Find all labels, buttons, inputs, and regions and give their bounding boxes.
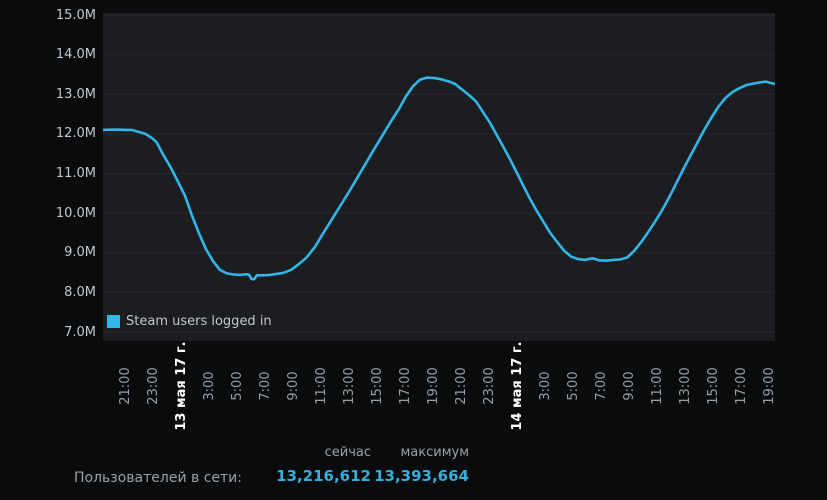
legend-label: Steam users logged in [126,314,272,329]
x-axis-label: 13:00 [342,367,357,405]
x-axis-date-label: 14 мая 17 г. [510,341,525,431]
y-axis-label: 10.0M [55,205,96,221]
legend: Steam users logged in [107,314,272,329]
x-axis-label: 9:00 [622,371,637,401]
x-axis-label: 13:00 [678,367,693,405]
x-axis-label: 9:00 [286,371,301,401]
x-axis-label: 7:00 [594,371,609,401]
x-axis-label: 17:00 [734,367,749,405]
x-axis-label: 23:00 [146,367,161,405]
x-axis-label: 19:00 [426,367,441,405]
x-axis-date-label: 13 мая 17 г. [174,341,189,431]
x-axis-label: 7:00 [258,371,273,401]
users-line-series [103,76,775,281]
users-line-chart-svg [103,14,775,333]
y-axis-label: 12.0M [55,126,96,142]
chart-plot-area: Steam users logged in [103,13,775,341]
online-max-value: 13,393,664 [374,467,469,485]
y-axis-label: 9.0M [64,245,96,261]
online-now-value: 13,216,612 [276,467,371,485]
legend-swatch-icon [107,315,120,328]
x-axis-label: 3:00 [538,371,553,401]
x-axis-label: 19:00 [762,367,777,405]
x-axis-label: 21:00 [454,367,469,405]
y-axis-label: 7.0M [64,324,96,340]
y-axis-label: 8.0M [64,284,96,300]
stats-row-label: Пользователей в сети: [74,470,242,486]
y-axis-label: 13.0M [55,86,96,102]
x-axis-label: 5:00 [566,371,581,401]
y-axis-label: 11.0M [55,166,96,181]
y-axis-label: 15.0M [55,7,96,23]
x-axis-label: 3:00 [202,371,217,401]
stats-header-now: сейчас [324,445,371,460]
x-axis-label: 5:00 [230,371,245,401]
x-axis-label: 15:00 [370,367,385,405]
x-axis-label: 11:00 [650,367,665,405]
x-axis-label: 23:00 [482,367,497,405]
x-axis-label: 21:00 [118,367,133,405]
y-axis-label: 14.0M [55,47,96,63]
x-axis-label: 15:00 [706,367,721,405]
x-axis-label: 11:00 [314,367,329,405]
x-axis-label: 17:00 [398,367,413,405]
stats-header-max: максимум [400,445,469,460]
